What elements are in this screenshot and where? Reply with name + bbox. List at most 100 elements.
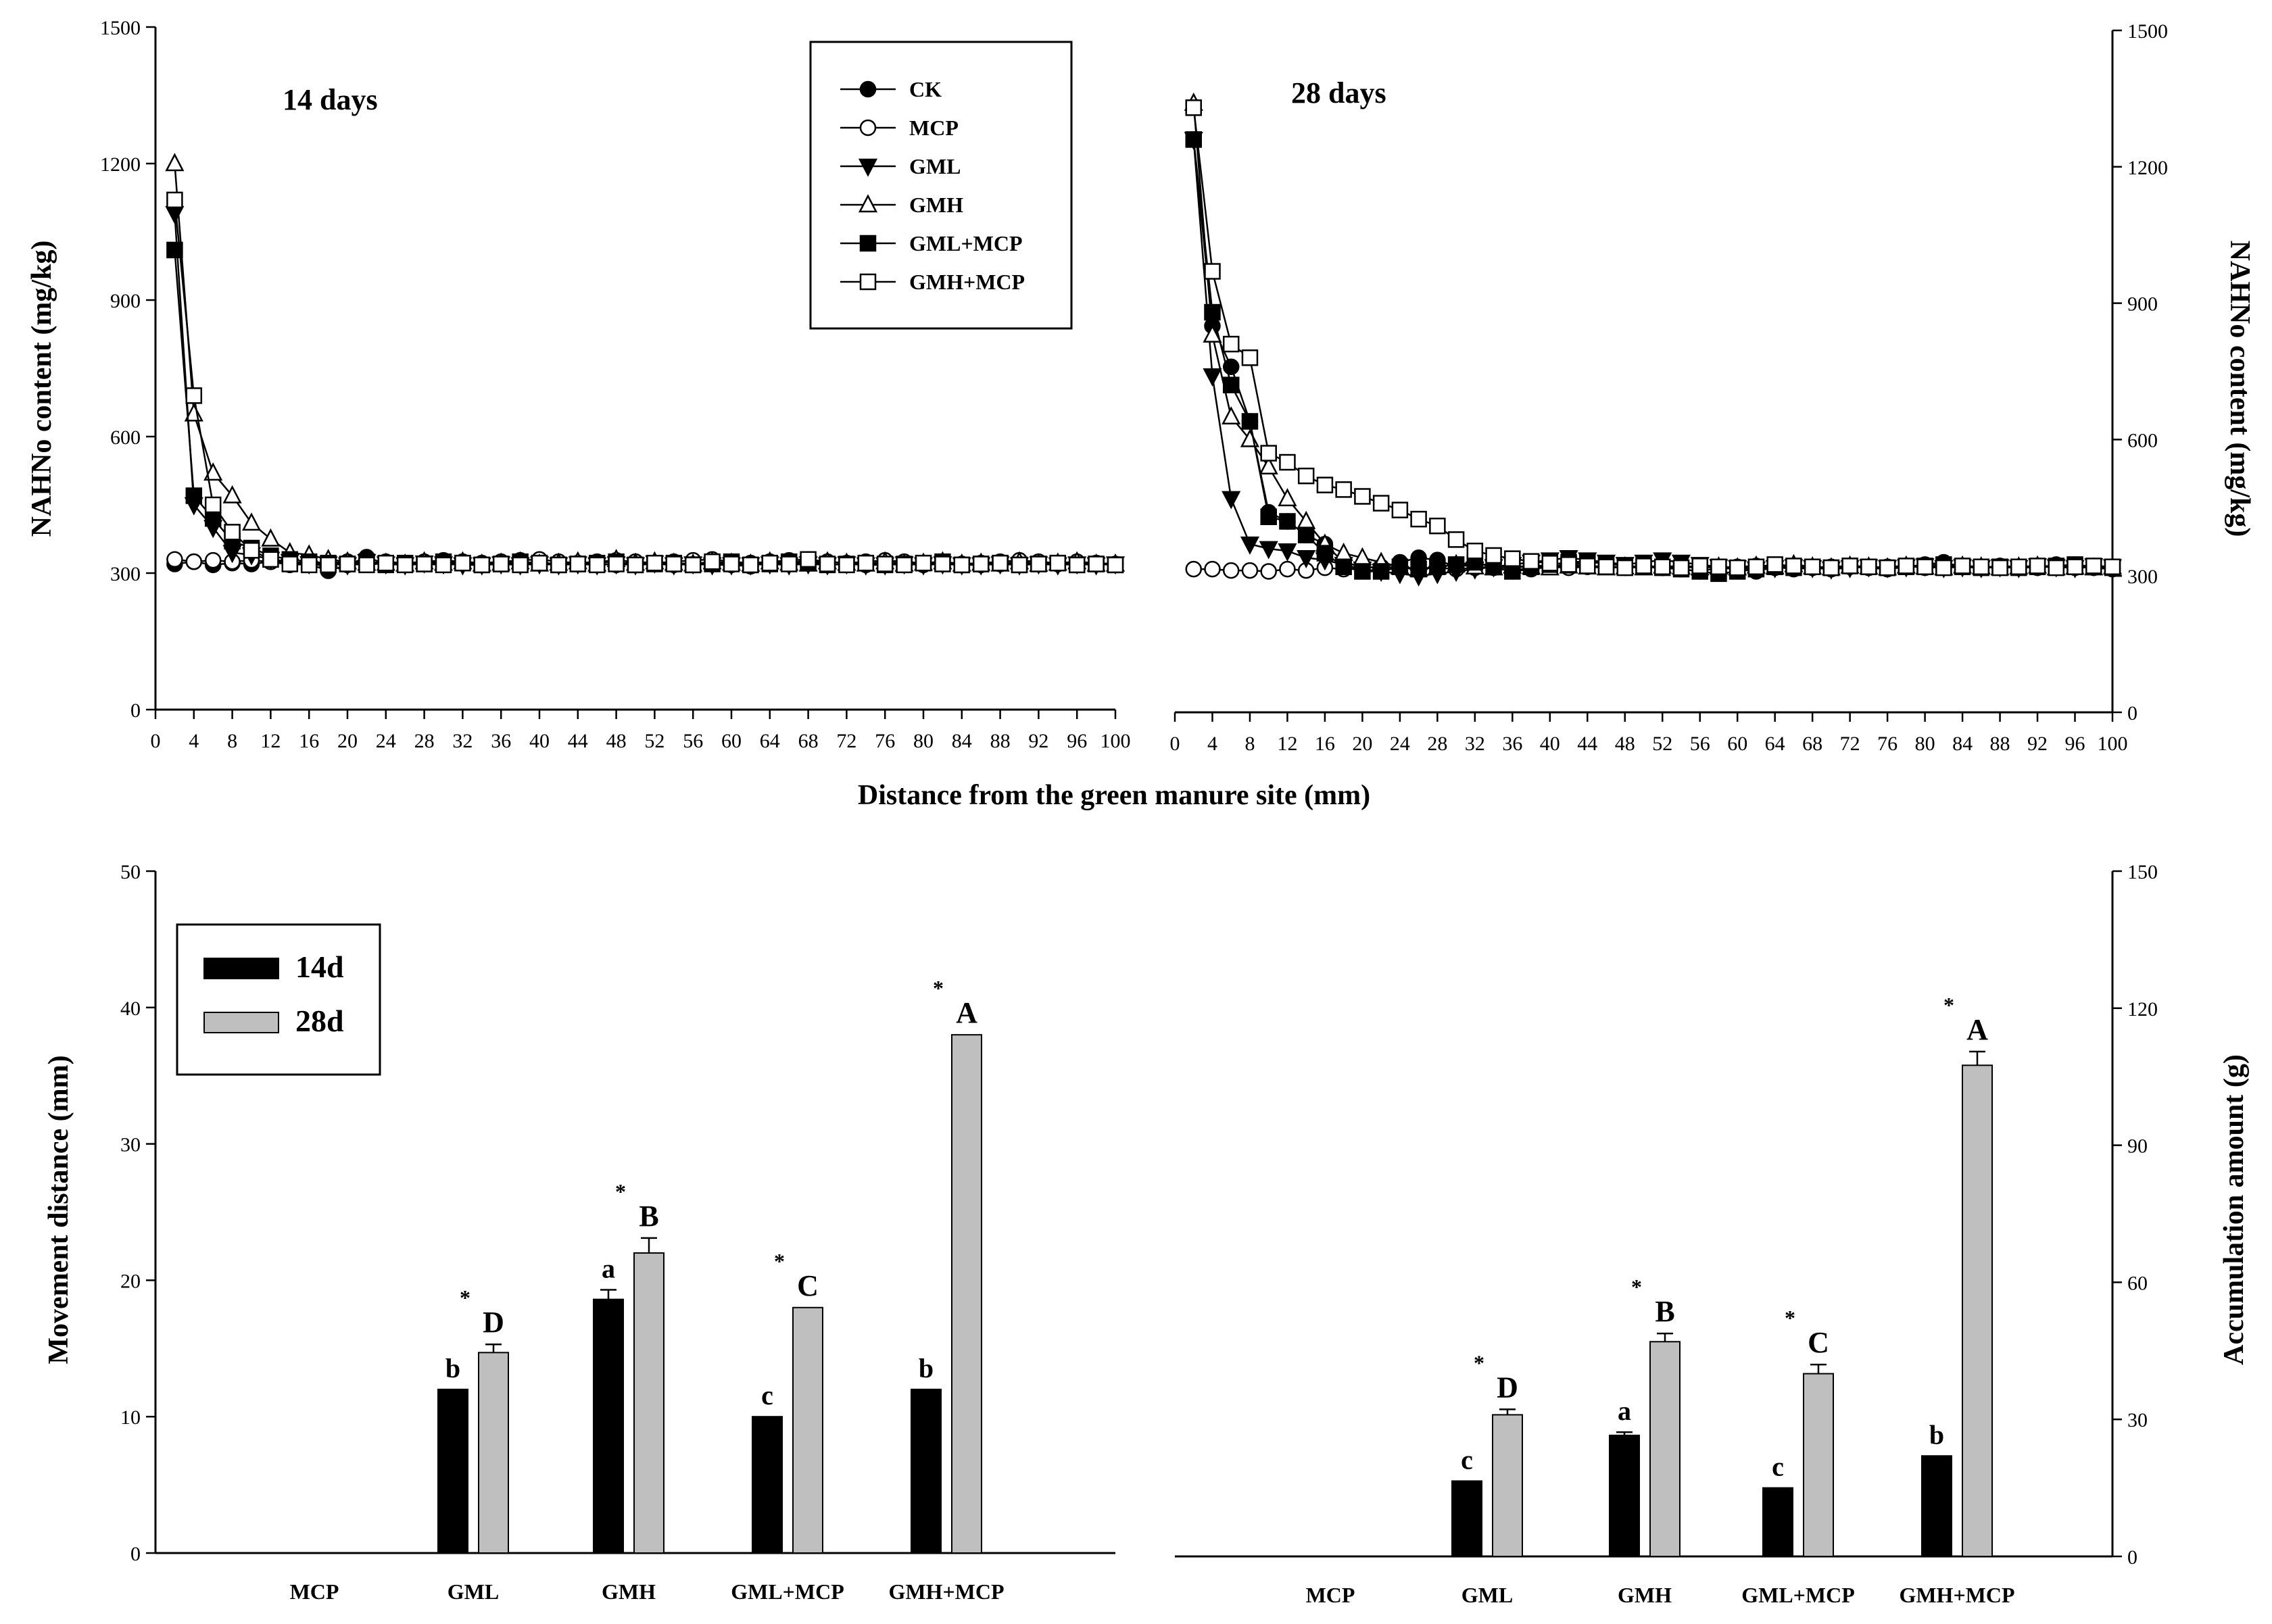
data-point <box>800 551 817 568</box>
bar-legend: 14d 28d <box>176 923 381 1076</box>
y-axis-title-left-top: NAHNo content (mg/kg) <box>26 241 57 537</box>
legend-label: GMH+MCP <box>909 270 1025 294</box>
x-tick-label: 72 <box>1840 733 1860 755</box>
data-point <box>665 556 683 572</box>
data-point <box>1185 131 1202 148</box>
data-point <box>1935 559 1952 576</box>
significance-letter: a <box>602 1254 615 1284</box>
data-point <box>876 556 894 572</box>
data-point <box>166 551 183 568</box>
y-tick-label: 600 <box>2127 429 2158 451</box>
data-point <box>492 556 510 572</box>
bar-28d <box>951 1034 982 1554</box>
category-label: GML+MCP <box>1741 1583 1855 1607</box>
data-point <box>165 205 185 224</box>
x-tick-label: 8 <box>1244 733 1255 755</box>
significance-letter: C <box>1808 1326 1829 1359</box>
x-tick-label: 24 <box>376 730 396 752</box>
bar-28d <box>1803 1373 1834 1557</box>
data-point <box>1672 559 1690 576</box>
y-tick-label: 900 <box>2127 293 2158 316</box>
y-tick-label: 0 <box>130 1543 141 1565</box>
x-tick-label: 84 <box>1952 733 1973 755</box>
data-point <box>1429 517 1446 535</box>
legend-marker <box>859 235 877 252</box>
data-point <box>377 554 395 572</box>
data-point <box>761 554 779 572</box>
y-tick-label: 10 <box>120 1406 141 1429</box>
data-point <box>1222 406 1241 425</box>
data-point <box>1203 324 1222 343</box>
significance-letter: b <box>919 1353 934 1383</box>
data-point <box>1297 467 1315 485</box>
data-point <box>1260 508 1277 526</box>
x-tick-label: 60 <box>721 730 742 752</box>
data-point <box>261 528 281 547</box>
data-point <box>243 542 260 559</box>
data-point <box>1747 558 1765 575</box>
y-tick-label: 40 <box>120 998 141 1020</box>
line-chart-28-days: 28 days NAHNo content (mg/kg) 0 4 8 12 16 20 2… <box>1170 20 2256 755</box>
data-point <box>241 512 262 531</box>
data-point <box>185 387 203 404</box>
data-point <box>569 556 587 572</box>
data-point <box>1222 562 1240 579</box>
x-tick-label: 32 <box>1465 733 1485 755</box>
category-label: GML <box>1461 1583 1513 1607</box>
data-point <box>1691 558 1708 574</box>
data-point <box>588 556 606 574</box>
x-tick-label: 56 <box>683 730 703 752</box>
data-point <box>1354 488 1371 505</box>
data-point <box>185 553 203 570</box>
data-point <box>1278 543 1297 562</box>
data-point <box>1485 547 1502 564</box>
significance-letter: b <box>445 1353 460 1383</box>
data-point <box>2010 558 2027 575</box>
series-line <box>1192 103 2113 570</box>
y-tick-label: 30 <box>120 1134 141 1156</box>
y-tick-label: 60 <box>2127 1272 2148 1294</box>
bar-28d <box>792 1306 823 1554</box>
significance-letter: A <box>1966 1013 1988 1046</box>
x-tick-label: 24 <box>1390 733 1410 755</box>
data-point <box>2104 558 2121 575</box>
data-point <box>1241 413 1259 430</box>
category-label: GMH <box>602 1579 656 1604</box>
x-tick-label: 100 <box>1101 730 1131 752</box>
data-point <box>1260 563 1277 580</box>
x-tick-label: 84 <box>952 730 972 752</box>
data-point <box>1391 558 1409 575</box>
y-tick-label: 30 <box>2127 1409 2148 1431</box>
data-point <box>1410 510 1427 528</box>
data-point <box>396 556 414 574</box>
data-point <box>1241 562 1259 579</box>
significance-letter: D <box>1497 1371 1518 1404</box>
bar-14d <box>1921 1455 1952 1558</box>
category-label: MCP <box>1306 1583 1355 1607</box>
y-tick-label: 1200 <box>2127 157 2168 179</box>
y-tick-label: 300 <box>110 563 141 585</box>
data-point <box>1204 303 1221 321</box>
data-point <box>646 554 663 572</box>
data-point <box>1504 550 1521 567</box>
legend-swatch-14d <box>203 958 279 979</box>
significance-letter: D <box>483 1306 504 1339</box>
data-point <box>1203 368 1222 387</box>
legend-label: CK <box>909 77 942 101</box>
data-point <box>780 556 798 572</box>
data-point <box>992 554 1009 572</box>
data-point <box>281 556 299 572</box>
data-point <box>165 153 185 172</box>
bar-chart-accumulation: Accumulation amount (g) 0 30 60 90 120 150 MCP… <box>1175 861 2250 1607</box>
data-point <box>2029 558 2046 574</box>
data-point <box>1279 453 1296 471</box>
x-tick-label: 4 <box>1207 733 1217 755</box>
data-point <box>608 556 625 572</box>
data-point <box>1260 445 1277 462</box>
data-point <box>1635 558 1652 574</box>
data-point <box>339 556 356 572</box>
data-point <box>185 487 203 504</box>
data-point <box>1616 559 1634 576</box>
data-point <box>1447 531 1465 548</box>
